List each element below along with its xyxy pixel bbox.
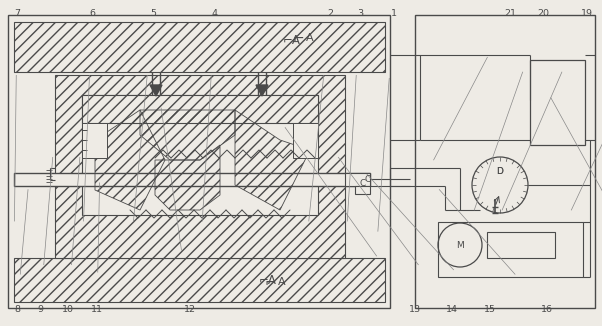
Bar	[487, 232, 555, 258]
Bar	[530, 60, 585, 145]
Text: 4: 4	[212, 9, 218, 19]
Text: 7: 7	[14, 9, 20, 19]
Bar	[345, 173, 370, 186]
Text: 8: 8	[14, 305, 20, 315]
Bar	[82, 95, 318, 123]
Text: 14: 14	[446, 305, 458, 315]
Bar	[355, 186, 370, 194]
Polygon shape	[150, 85, 162, 96]
Text: D: D	[497, 167, 503, 175]
Text: ⌐A: ⌐A	[283, 34, 301, 47]
Text: 5: 5	[150, 9, 156, 19]
Text: 19: 19	[581, 9, 593, 19]
Text: A: A	[306, 33, 314, 43]
Text: 21: 21	[504, 9, 516, 19]
Bar	[82, 123, 107, 158]
Bar	[14, 258, 385, 302]
Text: 6: 6	[89, 9, 95, 19]
Text: 9: 9	[37, 305, 43, 315]
Bar	[82, 95, 318, 215]
Text: C: C	[365, 175, 371, 185]
Text: C: C	[360, 179, 366, 187]
Text: ⌐: ⌐	[292, 31, 304, 45]
Bar	[14, 22, 385, 72]
Text: D: D	[497, 167, 503, 175]
Text: 11: 11	[91, 305, 103, 315]
Bar	[14, 173, 370, 186]
Text: M: M	[456, 241, 464, 249]
Text: 20: 20	[537, 9, 549, 19]
Polygon shape	[256, 85, 268, 96]
Text: ⌐A: ⌐A	[259, 274, 277, 287]
Text: 2: 2	[327, 9, 333, 19]
Text: A: A	[278, 277, 286, 287]
Text: 15: 15	[484, 305, 496, 315]
Text: 10: 10	[62, 305, 74, 315]
Bar	[55, 75, 345, 258]
Text: 1: 1	[391, 9, 397, 19]
Text: 12: 12	[184, 305, 196, 315]
Bar	[415, 15, 595, 308]
Bar	[438, 222, 583, 277]
Text: 16: 16	[541, 305, 553, 315]
Bar	[293, 123, 318, 158]
Text: ⌐: ⌐	[264, 275, 276, 289]
Bar	[8, 15, 390, 308]
Text: 3: 3	[357, 9, 363, 19]
Text: 13: 13	[409, 305, 421, 315]
